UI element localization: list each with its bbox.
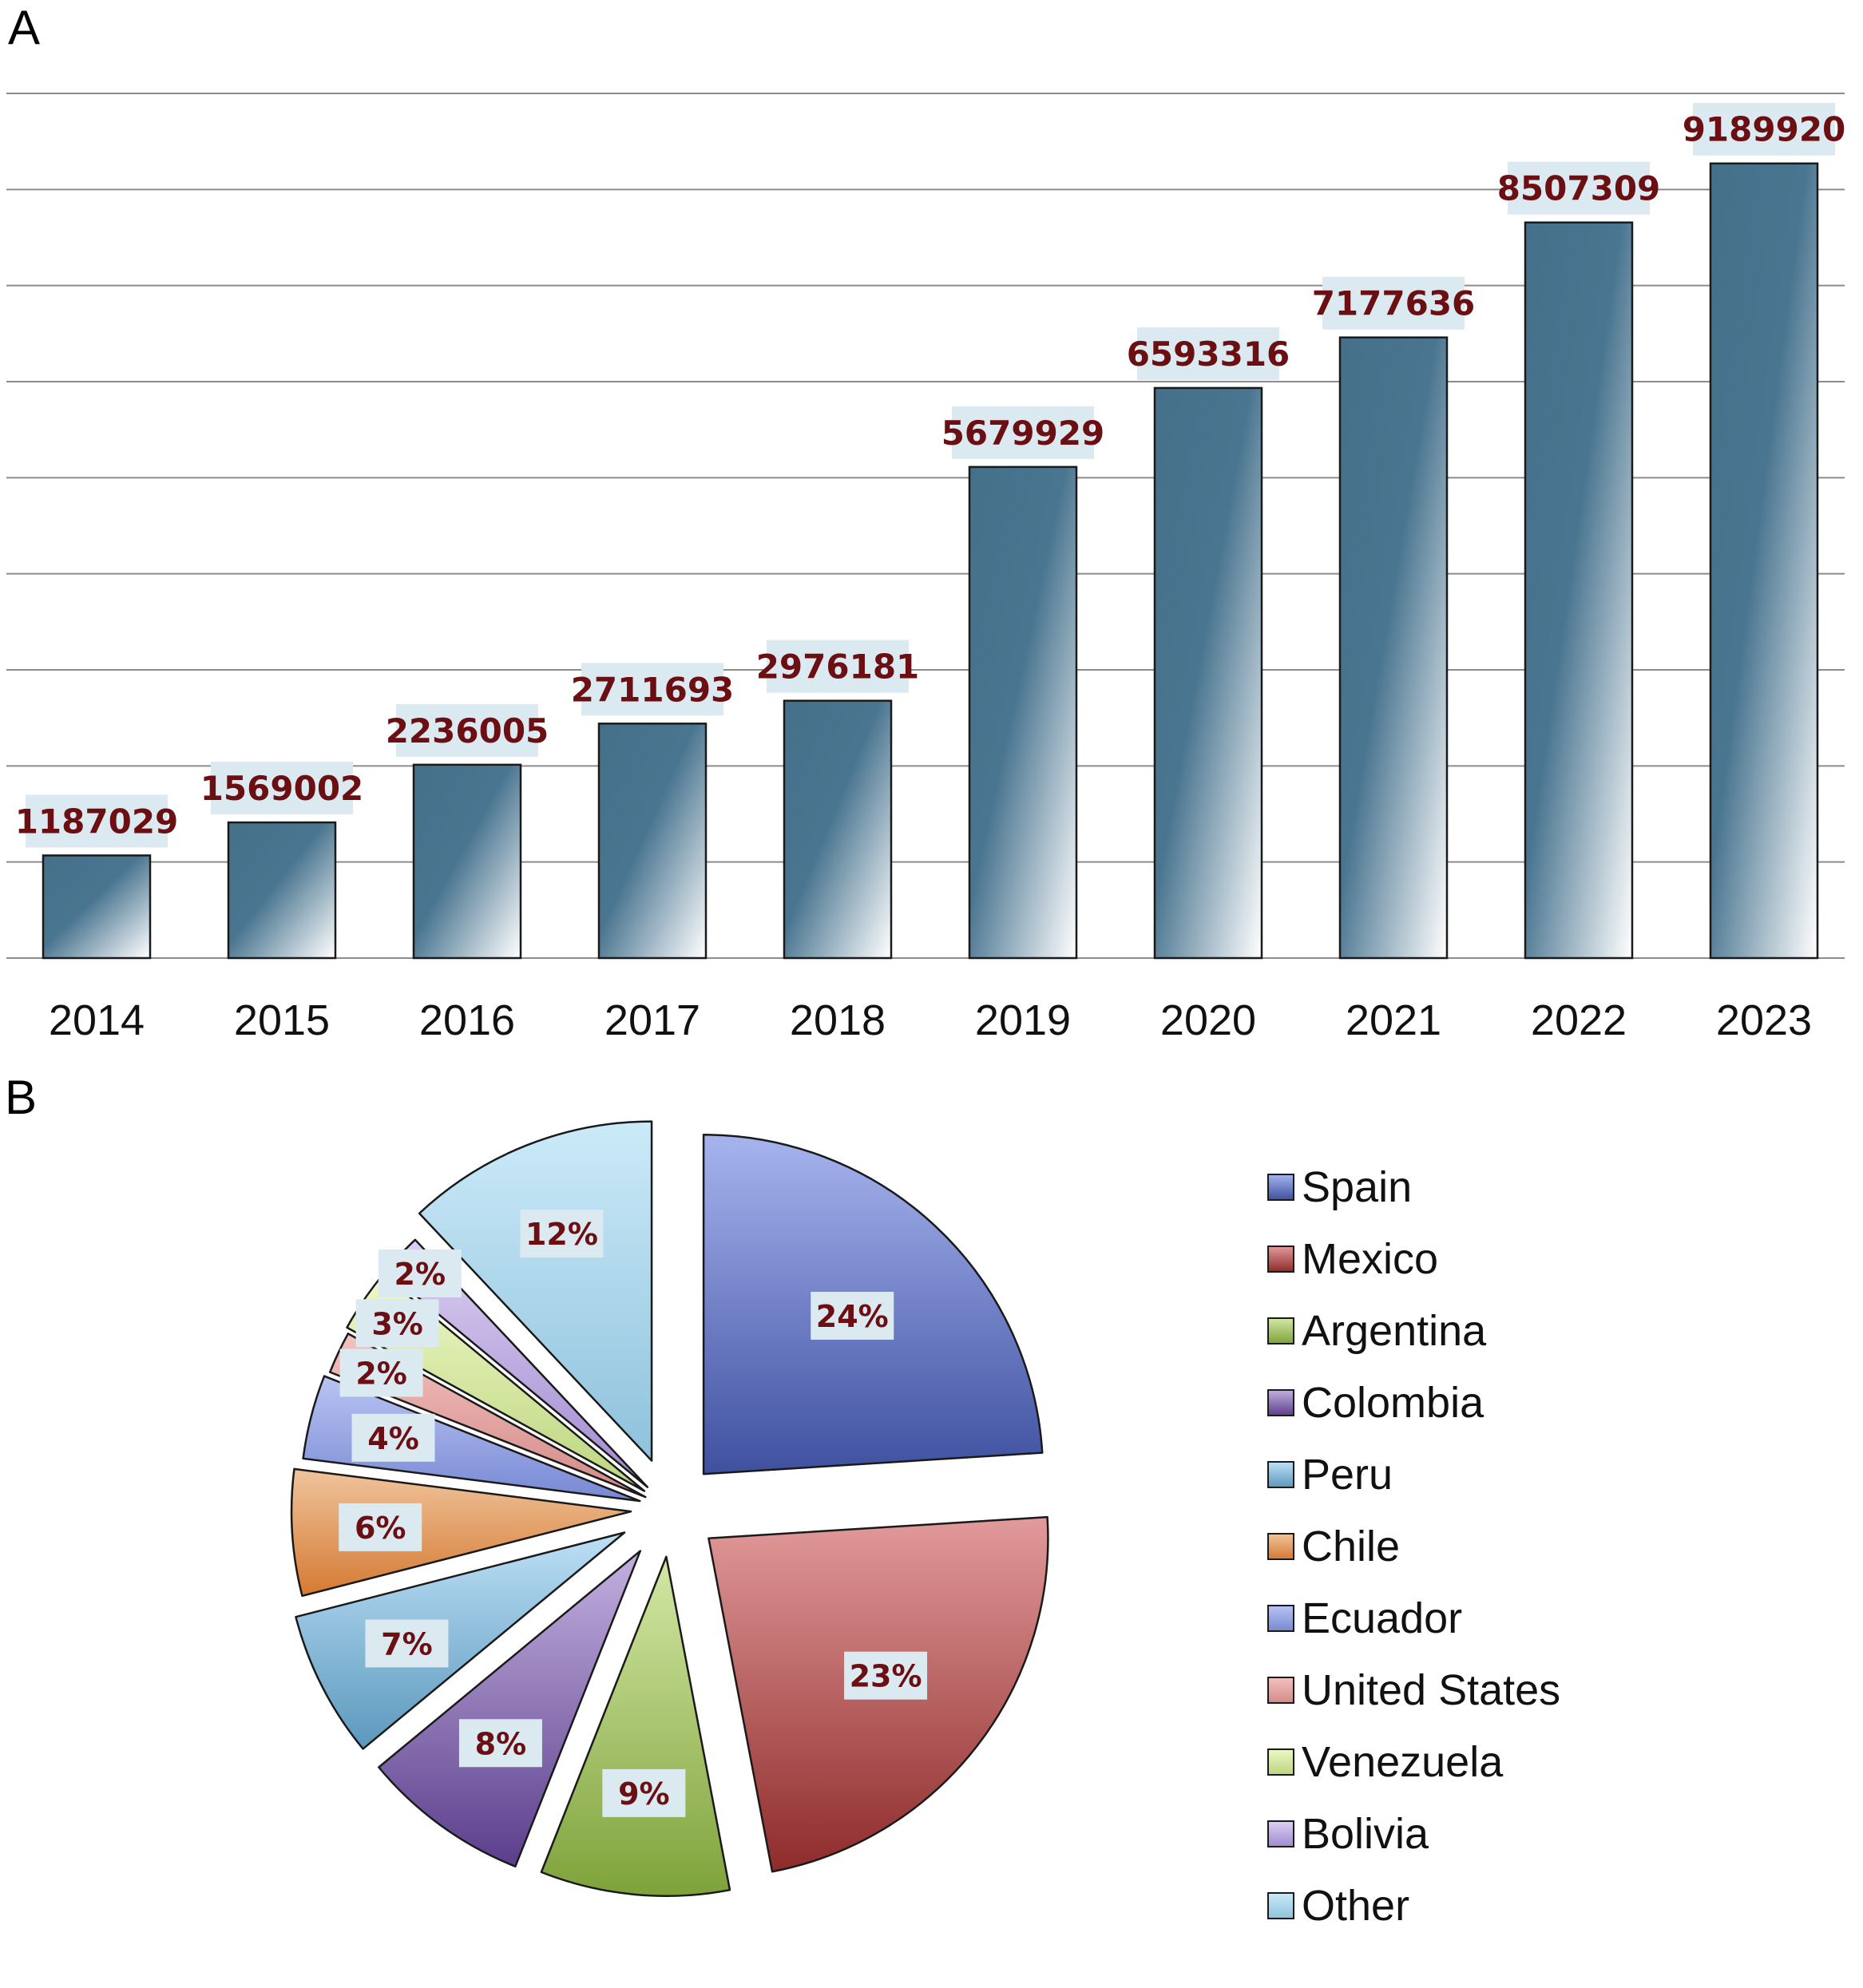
x-tick-2022: 2022: [1531, 996, 1627, 1044]
pie-label-box: [378, 1249, 462, 1297]
x-tick-2015: 2015: [234, 996, 330, 1044]
pie-value-label-venezuela: 3%: [371, 1306, 423, 1341]
bar-2018: [783, 699, 893, 960]
pie-value-label-spain: 24%: [816, 1299, 889, 1334]
bar-2015: [227, 821, 337, 960]
pie-label-box: [520, 1210, 604, 1258]
legend-swatch-bolivia: [1267, 1820, 1294, 1847]
legend-swatch-venezuela: [1267, 1748, 1294, 1776]
value-label-2017: 2711693: [571, 670, 735, 709]
value-label-2022: 8507309: [1497, 169, 1661, 208]
pie-label-box: [811, 1291, 894, 1340]
legend-swatch-chile: [1267, 1533, 1294, 1560]
legend-swatch-peru: [1267, 1461, 1294, 1488]
pie-value-label-peru: 7%: [381, 1626, 433, 1661]
value-label-2020: 6593316: [1127, 335, 1290, 374]
pie-label-box: [602, 1768, 686, 1817]
value-label-box-2018: [767, 640, 909, 693]
legend-label-mexico: Mexico: [1302, 1235, 1438, 1283]
legend-label-other: Other: [1302, 1882, 1409, 1930]
legend-label-peru: Peru: [1302, 1451, 1393, 1499]
value-label-2015: 1569002: [200, 769, 364, 808]
legend-swatch-mexico: [1267, 1245, 1294, 1273]
value-label-box-2021: [1322, 276, 1465, 330]
x-tick-2018: 2018: [790, 996, 886, 1044]
pie-label-box: [339, 1348, 423, 1397]
panel-a-letter: A: [8, 1, 40, 54]
value-label-box-2017: [581, 663, 723, 716]
pie-slice-chile: [290, 1467, 632, 1598]
pie-value-label-mexico: 23%: [850, 1659, 922, 1694]
legend-swatch-spain: [1267, 1174, 1294, 1201]
value-label-box-2023: [1693, 102, 1835, 156]
legend-swatch-other: [1267, 1892, 1294, 1919]
bar-2021: [1338, 336, 1449, 960]
pie-label-box: [351, 1413, 435, 1462]
bar-2023: [1709, 162, 1819, 960]
value-label-box-2016: [396, 703, 538, 757]
value-label-2018: 2976181: [756, 647, 920, 687]
pie-value-label-ecuador: 4%: [367, 1421, 419, 1456]
bar-2020: [1153, 386, 1263, 960]
x-tick-2019: 2019: [975, 996, 1071, 1044]
value-label-box-2015: [211, 762, 353, 815]
legend-label-colombia: Colombia: [1302, 1379, 1484, 1427]
bar-2022: [1524, 221, 1634, 960]
pie-chart: 24% 23% 9% 8% 7% 6% 4% 2% 3% 2% 12% Spain Mexico Arg…: [290, 1120, 1560, 1930]
bar-2019: [968, 465, 1078, 960]
bar-2016: [412, 763, 522, 960]
pie-chart-value-labels: 24% 23% 9% 8% 7% 6% 4% 2% 3% 2% 12%: [339, 1210, 928, 1817]
pie-value-label-united-states: 2%: [355, 1356, 407, 1391]
pie-label-box: [844, 1651, 928, 1700]
bar-chart-x-tick-labels: 2014 2015 2016 2017 2018 2019 2020 2021 2022 2023: [49, 996, 1812, 1044]
value-label-2021: 7177636: [1312, 284, 1476, 323]
pie-slice-other: [418, 1120, 653, 1462]
pie-slice-colombia: [378, 1550, 642, 1867]
pie-value-label-bolivia: 2%: [394, 1257, 446, 1292]
pie-slice-ecuador: [302, 1375, 641, 1503]
legend-label-argentina: Argentina: [1302, 1307, 1487, 1355]
legend-label-united-states: United States: [1302, 1666, 1560, 1714]
value-label-box-2014: [26, 794, 168, 848]
value-label-box-2019: [952, 406, 1094, 459]
pie-value-label-chile: 6%: [355, 1511, 406, 1546]
legend-swatch-argentina: [1267, 1317, 1294, 1344]
bar-chart-value-labels: 1187029 1569002 2236005 2711693 2976181 56799…: [15, 102, 1846, 848]
x-tick-2016: 2016: [419, 996, 515, 1044]
value-label-2019: 5679929: [941, 414, 1105, 453]
value-label-2016: 2236005: [386, 711, 549, 750]
x-tick-2017: 2017: [604, 996, 700, 1044]
legend-label-bolivia: Bolivia: [1302, 1810, 1429, 1858]
pie-slice-peru: [295, 1531, 626, 1750]
x-tick-2023: 2023: [1716, 996, 1812, 1044]
legend-swatch-colombia: [1267, 1389, 1294, 1416]
pie-value-label-colombia: 8%: [475, 1726, 527, 1761]
x-tick-2020: 2020: [1160, 996, 1256, 1044]
legend-label-venezuela: Venezuela: [1302, 1738, 1504, 1786]
legend-swatch-ecuador: [1267, 1605, 1294, 1632]
legend-label-spain: Spain: [1302, 1163, 1412, 1211]
legend-label-ecuador: Ecuador: [1302, 1594, 1462, 1642]
pie-value-label-other: 12%: [525, 1217, 598, 1252]
pie-label-box: [339, 1503, 422, 1551]
bar-2014: [42, 854, 152, 960]
panel-b-letter: B: [5, 1071, 37, 1124]
value-label-2014: 1187029: [15, 802, 179, 841]
bar-chart: 1187029 1569002 2236005 2711693 2976181 56799…: [6, 93, 1845, 1044]
pie-label-box: [458, 1719, 542, 1768]
x-tick-2014: 2014: [49, 996, 145, 1044]
pie-label-box: [355, 1299, 439, 1348]
pie-chart-legend: Spain Mexico Argentina Colombia Peru Chile Ecu…: [1267, 1163, 1560, 1930]
pie-value-label-argentina: 9%: [618, 1776, 670, 1812]
value-label-box-2022: [1508, 161, 1650, 215]
pie-label-box: [365, 1619, 449, 1668]
value-label-2023: 9189920: [1683, 110, 1846, 149]
legend-swatch-united-states: [1267, 1677, 1294, 1704]
x-tick-2021: 2021: [1346, 996, 1441, 1044]
value-label-box-2020: [1137, 327, 1279, 380]
legend-label-chile: Chile: [1302, 1523, 1400, 1570]
bar-2017: [597, 723, 708, 960]
bar-chart-bars: [42, 162, 1819, 960]
